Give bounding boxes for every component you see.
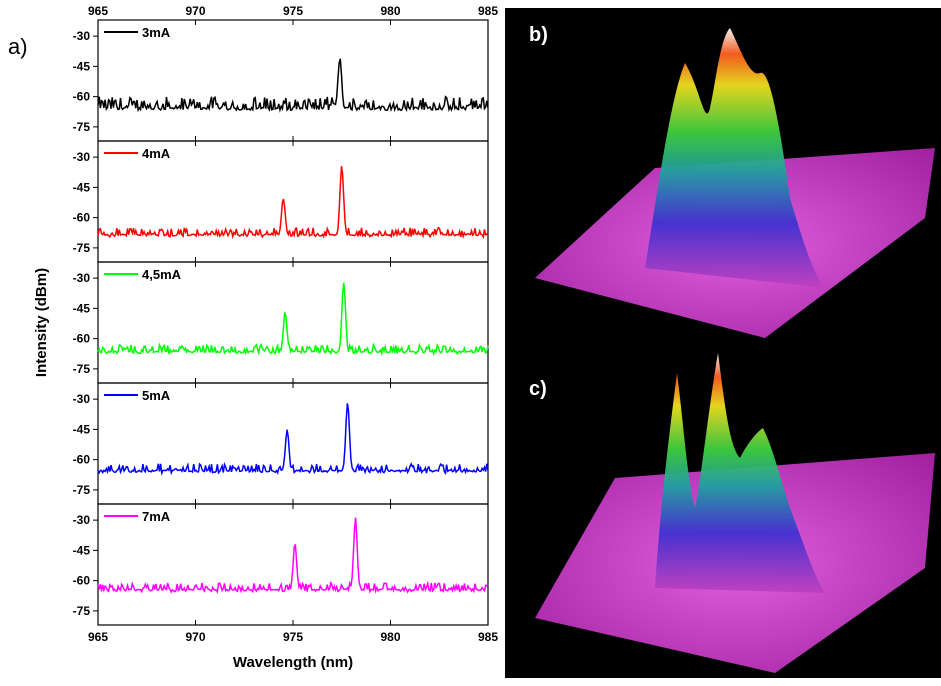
surface-plots-panel: b) c) [505, 8, 941, 678]
chart-panel-a: a) -30 -45 -60 -75 3mA -30 -45 -60 -75 4mA -30 -45-… [8, 4, 498, 671]
series-line-1 [97, 166, 489, 240]
legend-label-0: 3mA [142, 25, 171, 40]
legend-label-2: 4,5mA [142, 267, 182, 282]
x-axis-label: Wavelength (nm) [233, 654, 353, 671]
panel-label-b: b) [529, 24, 548, 46]
surface-plot-c [535, 353, 935, 673]
y-tick-label: -75 [73, 241, 91, 255]
y-tick-label: -75 [73, 120, 91, 134]
y-tick-label: -60 [73, 211, 91, 225]
y-tick-label: -30 [73, 392, 91, 406]
x-tick-label: 980 [380, 630, 400, 644]
y-tick-label: -45 [73, 301, 91, 315]
y-tick-label: -45 [73, 180, 91, 194]
legend-label-4: 7mA [142, 509, 171, 524]
series-line-4 [97, 517, 489, 594]
x-tick-label-top: 970 [185, 4, 205, 18]
x-tick-label: 970 [185, 630, 205, 644]
panel-label-c: c) [529, 378, 547, 400]
panel-label-a: a) [8, 34, 28, 59]
y-tick-label: -60 [73, 332, 91, 346]
y-axis-label: Intensity (dBm) [33, 268, 50, 377]
series-line-2 [97, 282, 489, 357]
x-tick-label: 985 [478, 630, 498, 644]
y-tick-label: -45 [73, 59, 91, 73]
y-tick-label: -60 [73, 574, 91, 588]
x-tick-label: 965 [88, 630, 108, 644]
x-tick-label: 975 [283, 630, 303, 644]
y-tick-label: -45 [73, 422, 91, 436]
surface-plots-image [535, 28, 935, 673]
series-line-0 [97, 58, 489, 113]
series-line-3 [97, 403, 489, 476]
x-tick-label-top: 975 [283, 4, 303, 18]
surface-plot-b [535, 28, 935, 338]
y-tick-label: -30 [73, 271, 91, 285]
legend-label-1: 4mA [142, 146, 171, 161]
legend-label-3: 5mA [142, 388, 171, 403]
y-tick-label: -75 [73, 362, 91, 376]
y-tick-label: -30 [73, 29, 91, 43]
spectra-chart: -30 -45 -60 -75 3mA -30 -45 -60 -75 4mA -30 -45 -60 -… [33, 4, 498, 671]
y-tick-label: -30 [73, 150, 91, 164]
y-tick-label: -30 [73, 513, 91, 527]
y-tick-label: -45 [73, 543, 91, 557]
y-tick-label: -60 [73, 453, 91, 467]
x-tick-label-top: 985 [478, 4, 498, 18]
x-tick-label-top: 965 [88, 4, 108, 18]
x-tick-label-top: 980 [380, 4, 400, 18]
y-tick-label: -60 [73, 90, 91, 104]
y-tick-label: -75 [73, 604, 91, 618]
y-tick-label: -75 [73, 483, 91, 497]
